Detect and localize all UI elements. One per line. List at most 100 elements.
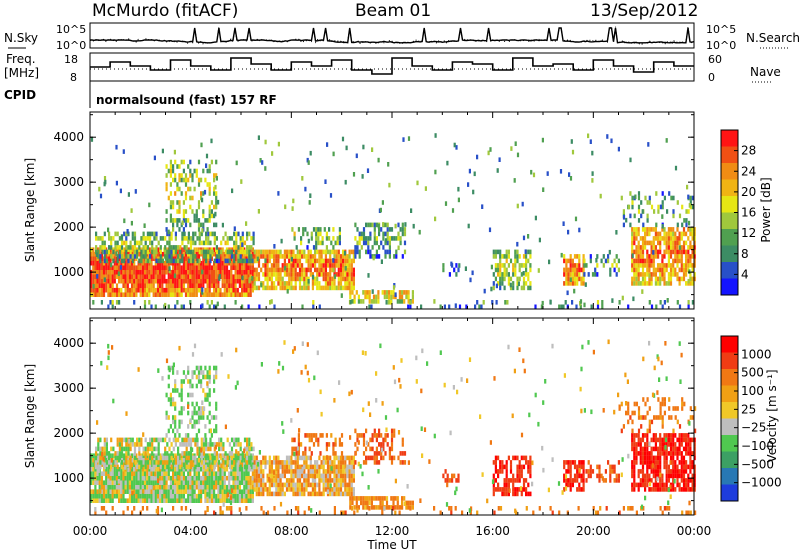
data-cell (260, 249, 263, 255)
data-cell (270, 276, 273, 282)
data-cell (172, 493, 175, 499)
freq-label-line2: [MHz] (4, 66, 39, 80)
data-cell (381, 200, 384, 205)
data-cell (352, 285, 355, 291)
data-cell (646, 240, 649, 246)
data-cell (170, 231, 173, 237)
data-cell (239, 236, 242, 241)
data-cell (654, 487, 657, 492)
data-cell (644, 455, 647, 461)
data-cell (165, 475, 168, 481)
data-cell (165, 265, 168, 270)
data-cell (301, 272, 304, 277)
data-cell (665, 236, 668, 241)
data-cell (222, 442, 225, 447)
data-cell (206, 274, 209, 279)
data-cell (687, 254, 690, 259)
data-cell (316, 482, 319, 488)
data-cell (215, 406, 218, 411)
data-cell (224, 231, 227, 237)
data-cell (469, 277, 472, 283)
data-cell (648, 254, 651, 259)
data-cell (275, 276, 278, 282)
data-cell (503, 263, 506, 268)
data-cell (369, 455, 372, 461)
power-xaxis (89, 112, 695, 309)
data-cell (99, 455, 102, 461)
data-cell (95, 446, 98, 452)
data-cell (591, 469, 595, 474)
data-cell (167, 475, 170, 481)
data-cell (241, 258, 244, 264)
data-cell (245, 475, 248, 481)
data-cell (105, 471, 108, 476)
data-cell (342, 464, 345, 470)
data-cell (218, 437, 221, 443)
data-cell (383, 290, 386, 295)
data-cell (348, 276, 351, 282)
data-cell (319, 231, 322, 237)
data-cell (174, 419, 177, 425)
data-cell (262, 491, 265, 497)
data-cell (205, 163, 208, 168)
data-cell (213, 287, 216, 293)
data-cell (352, 460, 355, 465)
data-cell (288, 478, 291, 483)
data-cell (156, 484, 160, 490)
data-cell (633, 451, 636, 456)
data-cell (324, 482, 327, 488)
data-cell (159, 493, 162, 499)
data-cell (159, 484, 162, 490)
data-cell (189, 245, 193, 250)
data-cell (613, 267, 616, 273)
data-cell (187, 283, 190, 288)
data-cell (92, 462, 95, 467)
data-cell (180, 388, 183, 393)
data-cell (98, 480, 101, 485)
data-cell (375, 460, 378, 465)
data-cell (243, 475, 246, 481)
data-cell (169, 213, 172, 219)
data-cell (349, 496, 352, 501)
data-cell (261, 160, 264, 165)
data-cell (280, 238, 283, 244)
data-cell (654, 227, 657, 232)
data-cell (268, 455, 271, 461)
data-cell (92, 278, 95, 284)
data-cell (520, 263, 523, 268)
data-cell (682, 227, 686, 232)
data-cell (595, 258, 598, 263)
data-cell (505, 491, 508, 497)
data-cell (403, 299, 406, 304)
data-cell (148, 278, 151, 284)
data-cell (232, 493, 235, 499)
data-cell (135, 489, 138, 494)
data-cell (527, 249, 530, 255)
data-cell (457, 267, 460, 273)
data-cell (631, 446, 634, 452)
data-cell (159, 245, 162, 250)
data-cell (194, 455, 197, 461)
data-cell (621, 295, 624, 301)
data-cell (96, 283, 99, 288)
data-cell (210, 475, 213, 481)
data-cell (641, 482, 645, 488)
data-cell (112, 258, 115, 264)
data-cell (613, 478, 616, 483)
data-cell (128, 265, 131, 270)
data-cell (680, 231, 683, 237)
data-cell (672, 258, 675, 264)
data-cell (118, 493, 121, 499)
data-cell (589, 464, 592, 470)
data-cell (576, 473, 579, 479)
data-cell (305, 267, 308, 273)
data-cell (141, 287, 144, 293)
data-cell (298, 285, 302, 291)
data-cell (107, 260, 110, 266)
data-cell (222, 236, 225, 241)
data-cell (337, 455, 340, 461)
data-cell (215, 173, 218, 178)
data-cell (167, 304, 170, 310)
data-cell (218, 254, 221, 259)
data-cell (468, 168, 471, 174)
